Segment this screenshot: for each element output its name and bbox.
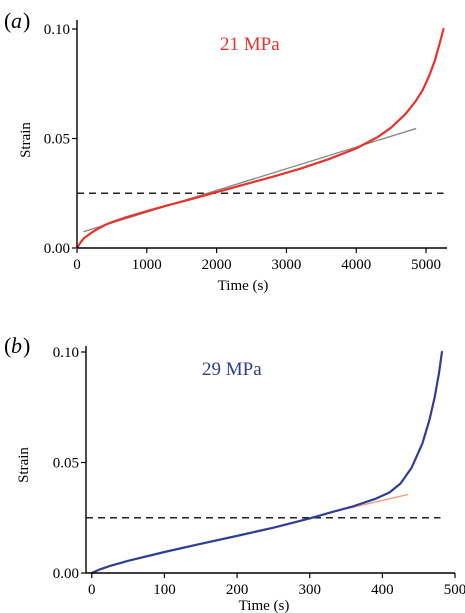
- y-axis-title-a: Strain: [18, 122, 34, 158]
- x-tick-label-a-3: 3000: [271, 257, 301, 273]
- x-tick-label-b-5: 500: [444, 582, 465, 598]
- chart-panel-b: ( b ) 29 MPa 0 100 200 300 400 500 0.00 0.05 0.1…: [4, 333, 465, 613]
- x-tick-label-b-2: 200: [226, 582, 249, 598]
- x-tick-label-a-4: 4000: [341, 257, 371, 273]
- y-tick-label-a-1: 0.05: [44, 132, 70, 148]
- plot-area-a: 0 1000 2000 3000 4000 5000 0.00 0.05 0.10: [44, 22, 445, 273]
- x-tick-label-b-3: 300: [298, 582, 321, 598]
- panel-label-open-paren-b: (: [4, 333, 11, 358]
- x-axis-title-b: Time (s): [239, 598, 290, 613]
- x-tick-label-b-4: 400: [371, 582, 394, 598]
- x-tick-label-a-5: 5000: [411, 257, 441, 273]
- y-tick-label-a-2: 0.10: [44, 22, 70, 38]
- panel-label-close-paren-b: ): [23, 333, 30, 358]
- x-axis-title-a: Time (s): [218, 278, 269, 294]
- y-axis-title-b: Strain: [16, 447, 32, 483]
- plot-area-b: 0 100 200 300 400 500 0.00 0.05 0.10: [53, 345, 465, 598]
- panel-label-open-paren-a: (: [4, 8, 11, 33]
- chart-panel-a: ( a ) 21 MPa 0 1000 2000 3000 4000 5000 0.00 0.…: [4, 8, 447, 294]
- x-tick-label-b-1: 100: [153, 582, 176, 598]
- y-tick-label-a-0: 0.00: [44, 241, 70, 257]
- stress-annotation-b: 29 MPa: [202, 359, 262, 380]
- y-tick-label-b-0: 0.00: [53, 566, 79, 582]
- y-tick-label-b-1: 0.05: [53, 456, 79, 472]
- x-tick-label-a-2: 2000: [202, 257, 232, 273]
- panel-label-close-paren-a: ): [23, 8, 30, 33]
- stress-annotation-a: 21 MPa: [220, 34, 280, 55]
- x-tick-label-a-0: 0: [73, 257, 81, 273]
- x-tick-label-a-1: 1000: [132, 257, 162, 273]
- main-line-a: [75, 27, 445, 250]
- x-tick-label-b-0: 0: [88, 582, 96, 598]
- y-tick-label-b-2: 0.10: [53, 345, 79, 361]
- main-line-b: [90, 350, 444, 575]
- panel-label-b: b: [11, 333, 22, 358]
- panel-label-a: a: [11, 8, 22, 33]
